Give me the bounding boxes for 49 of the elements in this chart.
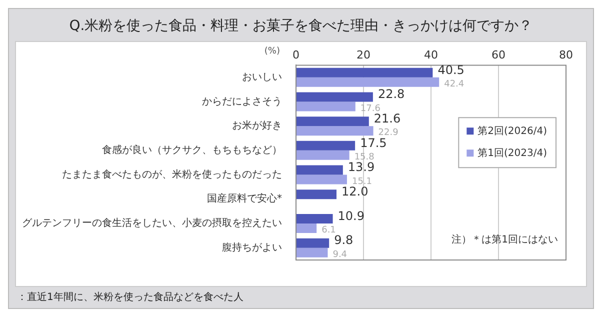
data-label: 10.9 [338,208,365,223]
bar [296,92,373,102]
bar [296,102,356,112]
data-label: 15.1 [352,176,372,187]
data-label: 17.6 [360,104,381,114]
bar [296,174,347,184]
data-label: 9.4 [332,250,348,260]
bar [296,223,317,233]
bar [296,214,333,224]
x-tick-label: 20 [356,48,370,62]
x-tick-label: 0 [292,48,300,62]
bar [296,165,343,175]
data-label: 15.8 [354,152,375,163]
bar [296,116,369,126]
bar [296,150,350,160]
y-tick-label: おいしい [242,72,282,83]
y-tick-label: 国産原料で安心* [207,192,282,205]
annotation: 注）＊は第1回にはない [452,233,558,246]
bar [296,77,440,87]
y-tick-label: 腹持ちがよい [222,241,282,254]
data-label: 13.9 [348,160,375,174]
data-label: 21.6 [374,111,401,126]
y-tick-label: グルテンフリーの食生活をしたい、小麦の摂取を控えたい [22,217,282,230]
x-tick-label: 60 [492,48,506,62]
x-tick-label: 80 [559,48,573,62]
data-label: 42.4 [444,79,464,90]
chart-title: Q.米粉を使った食品・料理・お菓子を食べた理由・きっかけは何ですか？ [68,17,534,36]
y-tick-label: からだによさそう [202,96,282,108]
bar [296,140,356,150]
x-tick-label: 40 [424,48,438,62]
y-tick-label: たまたま食べたものが、米粉を使ったものだった [62,168,282,180]
data-label: 22.9 [378,128,399,138]
y-tick-label: お米が好き [232,120,282,132]
bar [296,248,328,258]
data-label: 12.0 [342,184,368,198]
data-label: 17.5 [360,136,387,150]
data-label: 40.5 [438,62,464,77]
bar [296,238,330,248]
bar [296,126,374,136]
y-tick-label: 食感が良い（サクサク、もちもちなど） [102,144,282,156]
bar [296,190,336,200]
text: ：直近1年間に、米粉を使った食品などを食べた人 [16,290,244,305]
x-axis-title: (%) [264,46,280,57]
bar [296,68,433,78]
legend-label: 第2回(2026/4) [478,125,548,138]
data-label: 22.8 [378,87,405,102]
legend-label: 第1回(2023/4) [478,147,548,160]
data-label: 6.1 [322,226,336,236]
data-label: 9.8 [334,233,354,248]
